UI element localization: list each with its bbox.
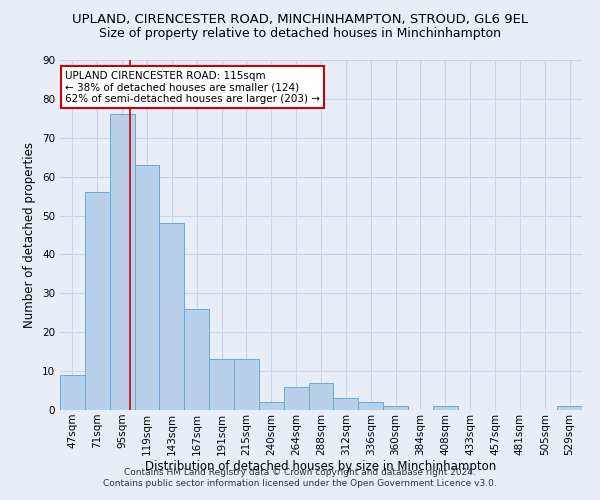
Bar [433, 406, 458, 410]
Bar [160, 224, 184, 410]
Y-axis label: Number of detached properties: Number of detached properties [23, 142, 37, 328]
Text: UPLAND, CIRENCESTER ROAD, MINCHINHAMPTON, STROUD, GL6 9EL: UPLAND, CIRENCESTER ROAD, MINCHINHAMPTON… [72, 12, 528, 26]
Bar [557, 406, 582, 410]
Bar [284, 386, 308, 410]
Bar [209, 360, 234, 410]
Text: Size of property relative to detached houses in Minchinhampton: Size of property relative to detached ho… [99, 28, 501, 40]
Bar [85, 192, 110, 410]
Bar [110, 114, 134, 410]
Bar [334, 398, 358, 410]
Bar [383, 406, 408, 410]
Bar [259, 402, 284, 410]
Bar [134, 165, 160, 410]
Bar [234, 360, 259, 410]
Bar [308, 383, 334, 410]
X-axis label: Distribution of detached houses by size in Minchinhampton: Distribution of detached houses by size … [145, 460, 497, 473]
Text: Contains HM Land Registry data © Crown copyright and database right 2024.
Contai: Contains HM Land Registry data © Crown c… [103, 468, 497, 487]
Bar [60, 375, 85, 410]
Text: UPLAND CIRENCESTER ROAD: 115sqm
← 38% of detached houses are smaller (124)
62% o: UPLAND CIRENCESTER ROAD: 115sqm ← 38% of… [65, 70, 320, 104]
Bar [358, 402, 383, 410]
Bar [184, 309, 209, 410]
